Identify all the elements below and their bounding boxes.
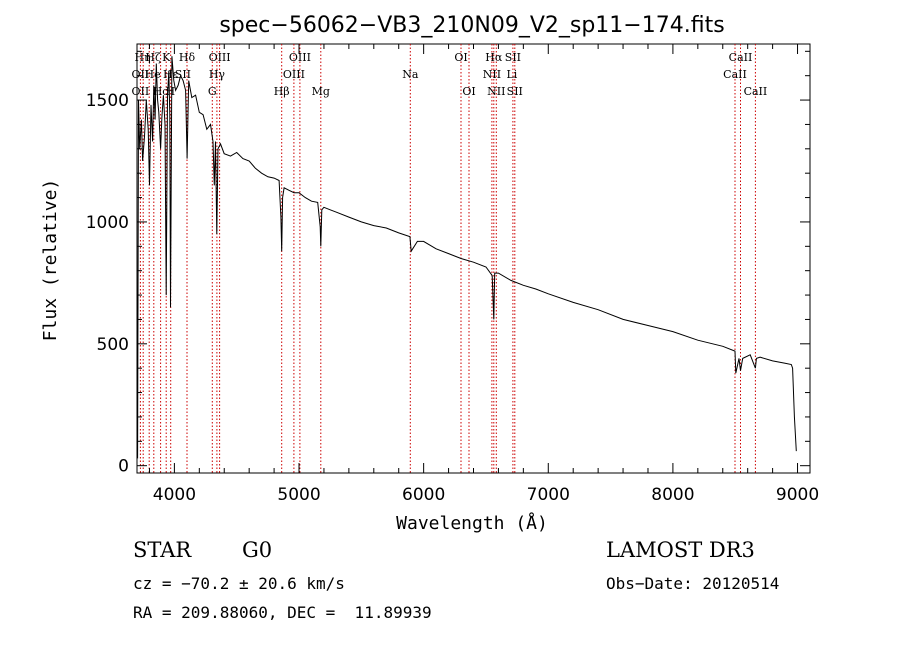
line-annotation: OI: [462, 85, 475, 98]
y-tick-label: 1000: [86, 213, 129, 233]
y-axis-ticks: 0 500 1000 1500: [86, 50, 810, 477]
line-annotation: Hζ: [145, 51, 161, 64]
line-annotation: OIII: [209, 51, 231, 64]
line-annotation: OIII: [289, 51, 311, 64]
line-annotation: Mg: [312, 85, 330, 98]
line-annotation: CaII: [744, 85, 768, 98]
line-annotation: CaII: [729, 51, 753, 64]
x-axis-ticks: 4000 5000 6000 7000 8000 9000: [148, 44, 819, 505]
line-annotation: Hδ: [179, 51, 196, 64]
survey-label: LAMOST DR3: [606, 538, 755, 562]
chart-title: spec−56062−VB3_210N09_V2_sp11−174.fits: [219, 13, 724, 38]
x-tick-label: 7000: [527, 485, 570, 505]
line-annotation: G: [208, 85, 217, 98]
x-tick-label: 8000: [651, 485, 694, 505]
spectrum-line: [137, 56, 797, 459]
coordinates-text: RA = 209.88060, DEC = 11.89939: [133, 603, 432, 622]
x-tick-label: 5000: [277, 485, 320, 505]
line-annotation: Hε: [163, 68, 179, 81]
line-annotation: Na: [402, 68, 419, 81]
x-tick-label: 9000: [776, 485, 819, 505]
y-axis-label: Flux (relative): [40, 179, 61, 342]
line-annotation: NII: [487, 85, 505, 98]
y-tick-label: 0: [118, 457, 129, 477]
plot-frame: [136, 43, 811, 474]
line-annotation: SII: [507, 85, 523, 98]
x-axis-label: Wavelength (Å): [396, 512, 548, 534]
y-tick-label: 1500: [86, 91, 129, 111]
line-annotation: He: [145, 68, 161, 81]
line-annotation: Hc: [153, 85, 169, 98]
line-annotation: SII: [175, 68, 191, 81]
line-annotation: OIII: [283, 68, 305, 81]
line-markers: [139, 44, 756, 473]
obs-date-text: Obs−Date: 20120514: [606, 574, 780, 593]
line-annotation: OI: [454, 51, 467, 64]
line-annotation: Hη: [135, 51, 151, 64]
line-annotation: Hα: [485, 51, 503, 64]
line-annotation: OII: [132, 85, 150, 98]
x-tick-label: 4000: [153, 485, 196, 505]
class-label: STAR: [133, 538, 192, 562]
y-tick-label: 500: [97, 335, 129, 355]
line-annotation: NII: [483, 68, 501, 81]
x-tick-label: 6000: [402, 485, 445, 505]
line-annotation: Hβ: [274, 85, 290, 98]
redshift-text: cz = −70.2 ± 20.6 km/s: [133, 574, 345, 593]
line-annotation: Li: [506, 68, 517, 81]
subclass-label: G0: [242, 538, 273, 562]
line-annotation: Hγ: [209, 68, 226, 81]
line-annotation: OII: [132, 68, 150, 81]
line-annotation: CaII: [723, 68, 747, 81]
line-annotation: K: [162, 51, 171, 64]
line-annotation: SII: [505, 51, 521, 64]
line-annotation: H: [166, 85, 176, 98]
